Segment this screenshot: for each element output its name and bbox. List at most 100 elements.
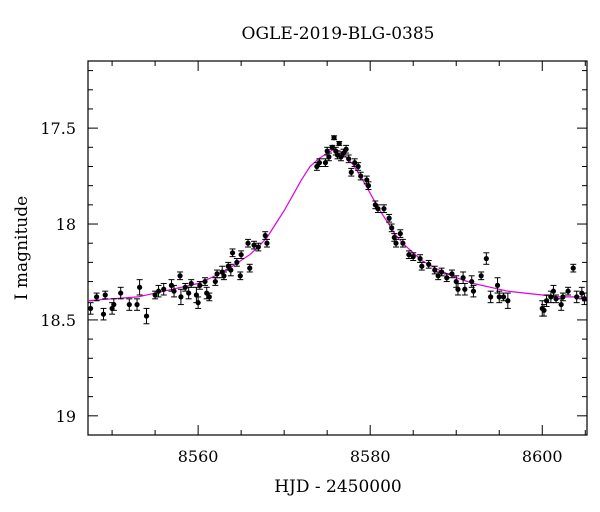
point-marker bbox=[494, 282, 501, 288]
point-marker bbox=[171, 288, 177, 294]
point-marker bbox=[316, 160, 323, 166]
data-point bbox=[177, 288, 184, 306]
y-axis-label: I magnitude bbox=[12, 196, 32, 300]
point-marker bbox=[193, 292, 200, 298]
point-marker bbox=[346, 156, 352, 162]
point-marker bbox=[111, 301, 117, 308]
data-point bbox=[100, 307, 107, 321]
point-marker bbox=[126, 301, 132, 308]
data-point bbox=[431, 265, 438, 275]
data-point bbox=[345, 154, 352, 164]
data-point bbox=[177, 271, 184, 281]
point-marker bbox=[565, 288, 571, 294]
data-point bbox=[336, 140, 343, 147]
point-marker bbox=[375, 206, 381, 212]
data-point bbox=[188, 279, 195, 288]
point-marker bbox=[247, 265, 253, 271]
data-point bbox=[87, 302, 94, 315]
point-marker bbox=[94, 294, 100, 300]
point-marker bbox=[391, 234, 397, 241]
point-marker bbox=[355, 163, 361, 170]
x-tick-label: 8560 bbox=[178, 447, 219, 466]
data-point bbox=[573, 290, 580, 304]
point-marker bbox=[161, 286, 167, 292]
data-point bbox=[559, 292, 566, 302]
point-marker bbox=[251, 242, 257, 248]
x-tick-label: 8600 bbox=[522, 447, 563, 466]
point-marker bbox=[460, 275, 466, 281]
point-marker bbox=[386, 215, 392, 221]
point-marker bbox=[419, 263, 425, 269]
point-marker bbox=[102, 292, 108, 298]
data-point bbox=[126, 298, 133, 311]
point-marker bbox=[449, 271, 455, 277]
point-marker bbox=[381, 206, 387, 212]
point-marker bbox=[225, 263, 231, 269]
data-point bbox=[110, 298, 117, 311]
point-marker bbox=[118, 290, 124, 296]
point-marker bbox=[505, 298, 511, 304]
point-marker bbox=[364, 177, 370, 183]
data-point bbox=[229, 248, 236, 258]
data-point bbox=[443, 273, 450, 283]
x-tick-label: 8580 bbox=[350, 447, 391, 466]
axis-ticks bbox=[88, 61, 587, 436]
point-marker bbox=[152, 292, 158, 298]
data-point bbox=[136, 279, 143, 296]
data-point bbox=[214, 269, 221, 279]
point-marker bbox=[426, 261, 432, 267]
data-point bbox=[405, 250, 412, 260]
data-point bbox=[262, 231, 269, 240]
point-marker bbox=[197, 282, 203, 288]
point-marker bbox=[195, 300, 201, 306]
point-marker bbox=[234, 259, 240, 265]
data-point bbox=[343, 144, 350, 154]
data-point bbox=[206, 292, 213, 302]
point-marker bbox=[397, 231, 403, 237]
data-point bbox=[202, 277, 209, 286]
data-point bbox=[397, 229, 404, 238]
data-point bbox=[238, 250, 245, 260]
data-point bbox=[255, 242, 262, 252]
point-marker bbox=[206, 294, 212, 300]
point-marker bbox=[229, 250, 236, 256]
data-point bbox=[324, 146, 331, 156]
point-marker bbox=[202, 278, 208, 285]
data-points bbox=[87, 135, 588, 325]
data-point bbox=[93, 292, 100, 302]
data-point bbox=[565, 286, 572, 296]
data-point bbox=[553, 294, 560, 304]
data-point bbox=[374, 204, 381, 214]
point-marker bbox=[178, 294, 184, 300]
data-point bbox=[117, 286, 124, 300]
point-marker bbox=[550, 288, 557, 294]
point-marker bbox=[214, 271, 220, 277]
data-point bbox=[460, 271, 467, 284]
point-marker bbox=[389, 225, 395, 231]
point-marker bbox=[574, 294, 580, 300]
data-point bbox=[196, 281, 203, 290]
point-marker bbox=[581, 296, 588, 302]
data-point bbox=[263, 238, 270, 248]
point-marker bbox=[352, 160, 358, 166]
point-marker bbox=[488, 294, 494, 300]
data-point bbox=[322, 158, 329, 167]
data-point bbox=[386, 213, 393, 223]
model-curve-line bbox=[87, 148, 587, 302]
point-marker bbox=[410, 254, 416, 260]
point-marker bbox=[336, 140, 342, 147]
x-axis-label: HJD - 2450000 bbox=[274, 477, 402, 497]
data-point bbox=[435, 271, 442, 281]
point-marker bbox=[435, 273, 441, 279]
point-marker bbox=[155, 288, 162, 294]
data-point bbox=[325, 152, 332, 162]
data-point bbox=[558, 298, 565, 311]
point-marker bbox=[87, 305, 94, 312]
data-point bbox=[227, 263, 234, 277]
data-point bbox=[195, 296, 202, 309]
data-point bbox=[418, 261, 425, 271]
point-marker bbox=[177, 273, 183, 279]
point-marker bbox=[358, 173, 364, 179]
data-point bbox=[581, 292, 588, 306]
